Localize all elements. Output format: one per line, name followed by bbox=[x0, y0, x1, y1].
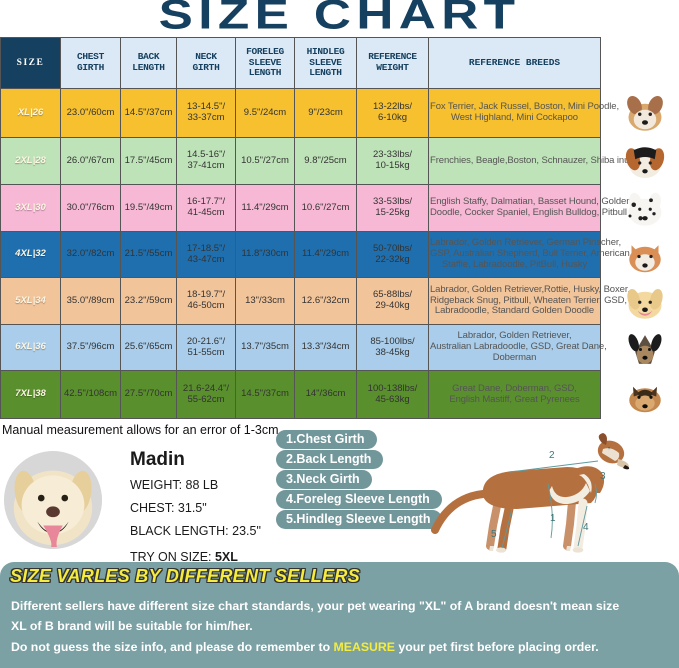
svg-text:2: 2 bbox=[549, 450, 555, 461]
svg-text:1: 1 bbox=[550, 513, 556, 524]
svg-text:5: 5 bbox=[491, 529, 497, 540]
svg-text:3: 3 bbox=[600, 471, 606, 482]
svg-text:4: 4 bbox=[583, 522, 589, 533]
